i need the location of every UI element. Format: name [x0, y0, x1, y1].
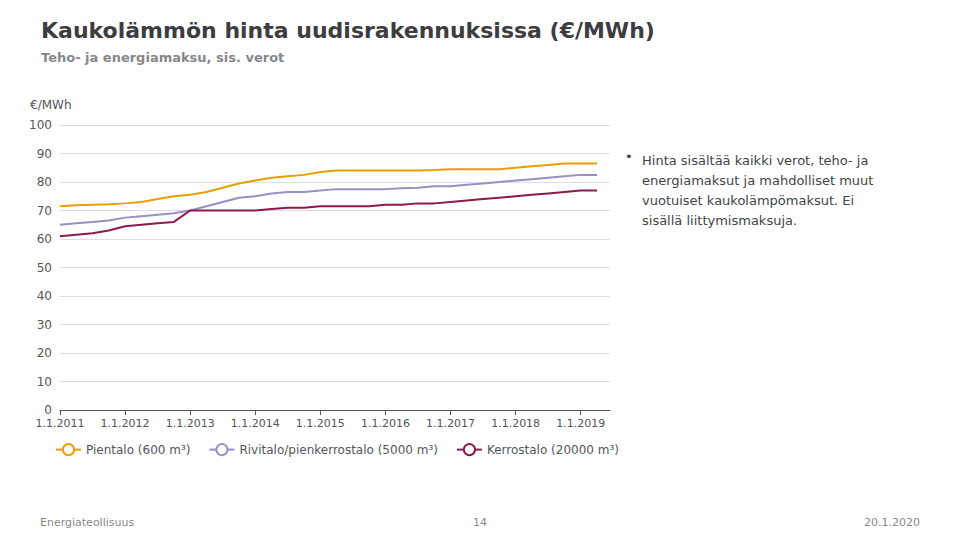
svg-text:60: 60: [37, 232, 52, 246]
svg-text:Hinta sisältää kaikki verot, t: Hinta sisältää kaikki verot, teho- ja: [642, 153, 868, 168]
svg-text:Kerrostalo (20000 m³): Kerrostalo (20000 m³): [487, 443, 619, 457]
svg-text:€/MWh: €/MWh: [30, 98, 72, 112]
svg-text:1.1.2014: 1.1.2014: [231, 417, 280, 430]
svg-text:30: 30: [37, 318, 52, 332]
svg-text:50: 50: [37, 261, 52, 275]
svg-text:20: 20: [37, 346, 52, 360]
svg-text:1.1.2018: 1.1.2018: [491, 417, 540, 430]
svg-text:100: 100: [29, 118, 52, 132]
svg-text:90: 90: [37, 147, 52, 161]
svg-text:1.1.2019: 1.1.2019: [556, 417, 605, 430]
svg-text:1.1.2015: 1.1.2015: [296, 417, 345, 430]
svg-text:Energiateollisuus: Energiateollisuus: [40, 516, 134, 529]
svg-text:20.1.2020: 20.1.2020: [864, 516, 920, 529]
svg-text:0: 0: [44, 403, 52, 417]
svg-text:70: 70: [37, 204, 52, 218]
svg-text:vuotuiset kaukolämpömaksut. Ei: vuotuiset kaukolämpömaksut. Ei: [642, 193, 854, 208]
svg-text:sisällä liittymismaksuja.: sisällä liittymismaksuja.: [642, 213, 797, 228]
svg-text:80: 80: [37, 175, 52, 189]
svg-text:Rivitalo/pienkerrostalo (5000: Rivitalo/pienkerrostalo (5000 m³): [239, 443, 437, 457]
svg-text:1.1.2013: 1.1.2013: [166, 417, 215, 430]
svg-text:Kaukolämmön hinta uudisrakennu: Kaukolämmön hinta uudisrakennuksissa (€/…: [41, 18, 655, 43]
svg-text:1.1.2016: 1.1.2016: [361, 417, 410, 430]
svg-text:Pientalo (600 m³): Pientalo (600 m³): [86, 443, 190, 457]
svg-text:Teho- ja energiamaksu, sis. ve: Teho- ja energiamaksu, sis. verot: [41, 50, 284, 65]
svg-text:40: 40: [37, 289, 52, 303]
svg-text:1.1.2017: 1.1.2017: [426, 417, 475, 430]
svg-text:1.1.2012: 1.1.2012: [101, 417, 150, 430]
svg-text:10: 10: [37, 375, 52, 389]
svg-text:energiamaksut ja mahdolliset m: energiamaksut ja mahdolliset muut: [642, 173, 873, 188]
svg-text:•: •: [625, 149, 633, 164]
svg-text:1.1.2011: 1.1.2011: [36, 417, 85, 430]
svg-text:14: 14: [473, 516, 487, 529]
